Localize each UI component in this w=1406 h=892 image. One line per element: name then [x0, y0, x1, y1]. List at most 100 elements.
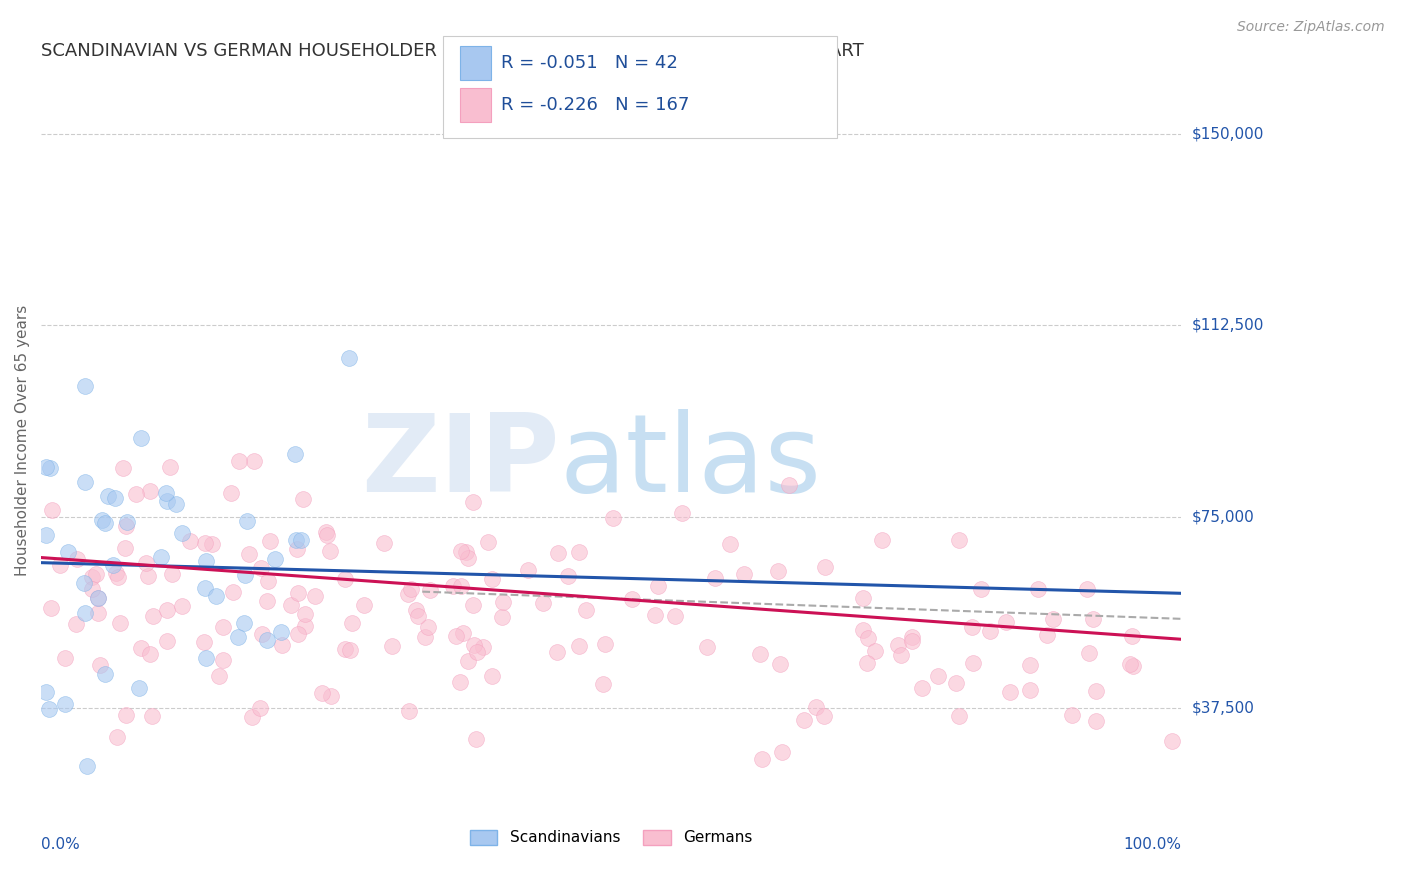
Point	[238, 547, 260, 561]
Point	[856, 631, 879, 645]
Point	[160, 566, 183, 581]
Point	[406, 609, 429, 624]
Point	[546, 645, 568, 659]
Point	[280, 599, 302, 613]
Point	[179, 534, 201, 549]
Point	[778, 477, 800, 491]
Point	[73, 475, 96, 489]
Point	[464, 732, 486, 747]
Point	[194, 554, 217, 568]
Text: ZIP: ZIP	[361, 409, 560, 516]
Point	[138, 648, 160, 662]
Point	[970, 582, 993, 596]
Point	[621, 592, 644, 607]
Point	[53, 650, 76, 665]
Point	[602, 511, 624, 525]
Point	[285, 541, 308, 556]
Point	[481, 669, 503, 683]
Point	[416, 620, 439, 634]
Point	[671, 506, 693, 520]
Point	[595, 636, 617, 650]
Point	[471, 640, 494, 655]
Point	[128, 681, 150, 696]
Point	[1083, 612, 1105, 626]
Point	[110, 616, 132, 631]
Point	[257, 574, 280, 588]
Point	[41, 503, 63, 517]
Point	[103, 558, 125, 573]
Point	[381, 639, 404, 653]
Point	[150, 550, 173, 565]
Point	[53, 697, 76, 711]
Point	[948, 708, 970, 723]
Point	[240, 710, 263, 724]
Point	[233, 615, 256, 630]
Point	[960, 620, 983, 634]
Text: R = -0.051   N = 42: R = -0.051 N = 42	[501, 54, 678, 72]
Point	[948, 533, 970, 547]
Point	[477, 534, 499, 549]
Point	[1035, 628, 1057, 642]
Point	[212, 620, 235, 634]
Point	[228, 454, 250, 468]
Point	[339, 643, 361, 657]
Point	[592, 677, 614, 691]
Point	[284, 447, 307, 461]
Point	[766, 565, 789, 579]
Point	[112, 461, 135, 475]
Point	[446, 629, 468, 643]
Text: SCANDINAVIAN VS GERMAN HOUSEHOLDER INCOME OVER 65 YEARS CORRELATION CHART: SCANDINAVIAN VS GERMAN HOUSEHOLDER INCOM…	[41, 42, 863, 60]
Point	[449, 674, 471, 689]
Point	[287, 626, 309, 640]
Point	[1119, 657, 1142, 672]
Text: $75,000: $75,000	[1192, 509, 1254, 524]
Point	[56, 544, 79, 558]
Point	[396, 587, 419, 601]
Point	[962, 657, 984, 671]
Point	[105, 730, 128, 744]
Point	[249, 700, 271, 714]
Point	[995, 615, 1018, 629]
Point	[142, 609, 165, 624]
Text: R = -0.226   N = 167: R = -0.226 N = 167	[501, 96, 689, 114]
Point	[945, 675, 967, 690]
Point	[124, 487, 146, 501]
Point	[205, 590, 228, 604]
Point	[353, 599, 375, 613]
Point	[575, 603, 598, 617]
Point	[35, 527, 58, 541]
Point	[1026, 582, 1049, 597]
Point	[516, 563, 538, 577]
Point	[979, 624, 1001, 639]
Point	[463, 638, 485, 652]
Point	[733, 567, 755, 582]
Point	[65, 552, 87, 566]
Point	[461, 598, 484, 612]
Point	[208, 668, 231, 682]
Point	[172, 599, 194, 614]
Point	[76, 758, 98, 772]
Point	[852, 623, 875, 637]
Point	[911, 681, 934, 695]
Point	[156, 602, 179, 616]
Point	[135, 557, 157, 571]
Point	[263, 551, 285, 566]
Point	[249, 561, 271, 575]
Point	[450, 544, 472, 558]
Point	[856, 657, 879, 671]
Point	[335, 572, 357, 586]
Point	[73, 379, 96, 393]
Y-axis label: Householder Income Over 65 years: Householder Income Over 65 years	[15, 304, 30, 575]
Point	[793, 714, 815, 728]
Point	[35, 685, 58, 699]
Text: $150,000: $150,000	[1192, 126, 1264, 141]
Point	[136, 569, 159, 583]
Point	[87, 591, 110, 605]
Point	[250, 627, 273, 641]
Point	[129, 641, 152, 656]
Point	[340, 615, 363, 630]
Point	[1019, 658, 1042, 673]
Point	[84, 567, 107, 582]
Point	[222, 585, 245, 599]
Point	[768, 657, 790, 672]
